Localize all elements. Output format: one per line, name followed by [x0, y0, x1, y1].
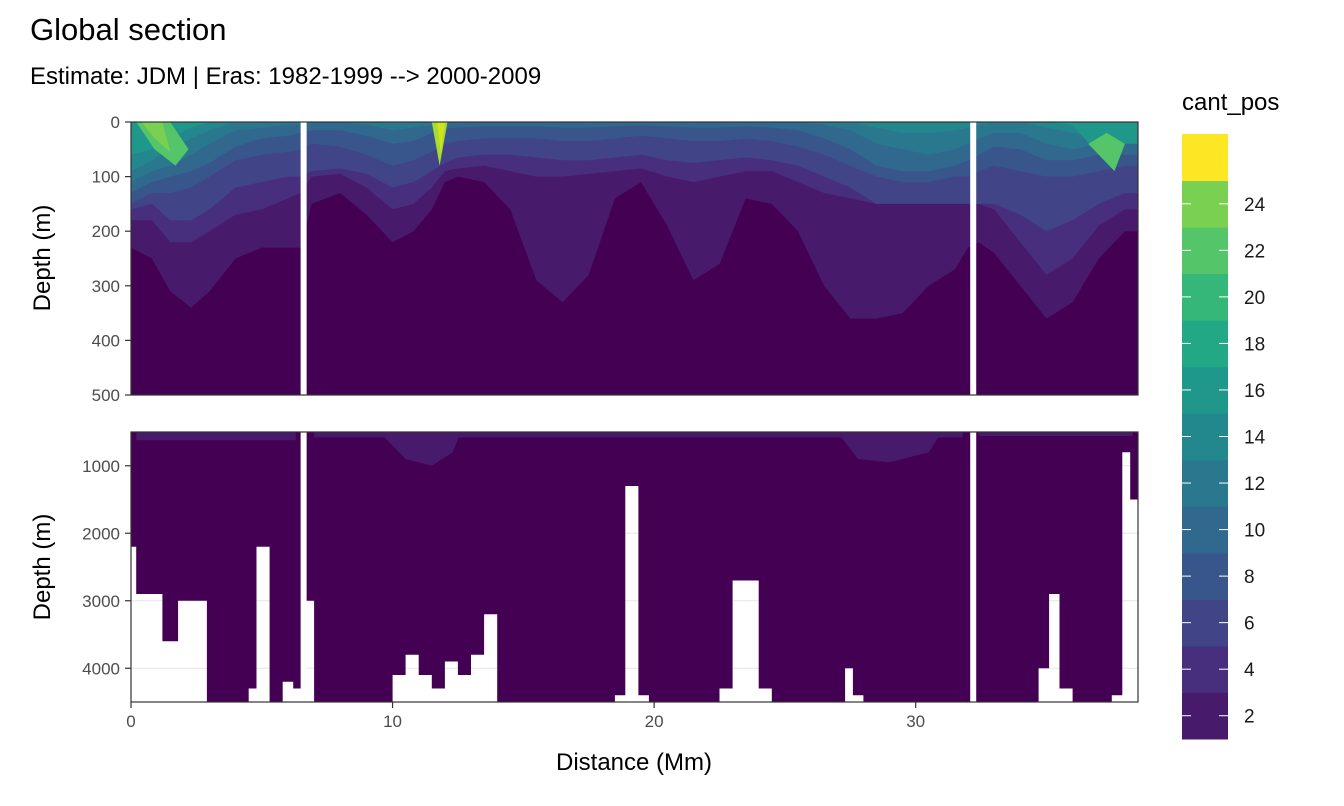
contour-peak-left-core — [141, 122, 171, 153]
y-tick-label-upper: 100 — [92, 168, 120, 187]
section-gap-lower-0 — [300, 432, 307, 702]
legend-swatch-top — [1182, 134, 1228, 182]
y-axis-title-upper: Depth (m) — [29, 205, 56, 312]
legend-title: cant_pos — [1182, 89, 1279, 116]
legend-label: 18 — [1244, 334, 1265, 355]
legend-label: 24 — [1244, 195, 1266, 216]
y-axis-title-lower: Depth (m) — [29, 514, 56, 621]
legend-label: 16 — [1244, 381, 1265, 402]
y-tick-label-lower: 3000 — [82, 592, 120, 611]
lower-intermediate-water-east — [837, 432, 942, 463]
y-tick-label-lower: 1000 — [82, 457, 120, 476]
x-tick-label: 10 — [383, 712, 402, 731]
lower-intermediate-water — [379, 432, 461, 466]
lower-top-band-west — [136, 432, 296, 441]
y-tick-label-upper: 0 — [111, 113, 120, 132]
x-tick-label: 20 — [645, 712, 664, 731]
contour-band-12 — [131, 122, 1138, 183]
lower-top-band-central — [314, 432, 963, 438]
legend-label: 14 — [1244, 428, 1266, 449]
x-tick-label: 0 — [126, 712, 135, 731]
section-gap-upper-0 — [300, 122, 307, 395]
y-tick-label-lower: 4000 — [82, 659, 120, 678]
y-tick-label-upper: 400 — [92, 331, 120, 350]
upper-panel-border — [130, 121, 1139, 396]
legend-label: 20 — [1244, 288, 1265, 309]
axes: 0 100 200 300 400 500 1000 2000 3000 4000 0 10 20 30 — [82, 113, 1139, 731]
legend-label: 6 — [1244, 614, 1255, 635]
y-tick-label-upper: 300 — [92, 277, 120, 296]
section-gap-lower-1 — [970, 432, 977, 702]
lower-panel-border — [130, 431, 1139, 703]
legend-label: 22 — [1244, 241, 1265, 262]
contour-peak-right — [1088, 132, 1125, 172]
legend-label: 12 — [1244, 474, 1265, 495]
lower-panel — [131, 432, 1138, 702]
section-gap-upper-1 — [970, 122, 977, 395]
lower-ocean-fill — [131, 432, 1138, 702]
chart-subtitle: Estimate: JDM | Eras: 1982-1999 --> 2000… — [30, 63, 541, 90]
y-tick-label-upper: 500 — [92, 386, 120, 405]
legend-label: 8 — [1244, 567, 1255, 588]
y-tick-label-upper: 200 — [92, 222, 120, 241]
x-axis-title: Distance (Mm) — [556, 749, 712, 776]
legend-label: 4 — [1244, 660, 1255, 681]
x-tick-label: 30 — [906, 712, 925, 731]
chart-title: Global section — [30, 12, 226, 47]
lower-top-band-east — [978, 432, 1133, 437]
contour-peak-mid-core — [437, 122, 445, 155]
upper-panel — [131, 122, 1138, 395]
y-tick-label-lower: 2000 — [82, 524, 120, 543]
legend-label: 10 — [1244, 521, 1265, 542]
legend-label: 2 — [1244, 707, 1255, 728]
